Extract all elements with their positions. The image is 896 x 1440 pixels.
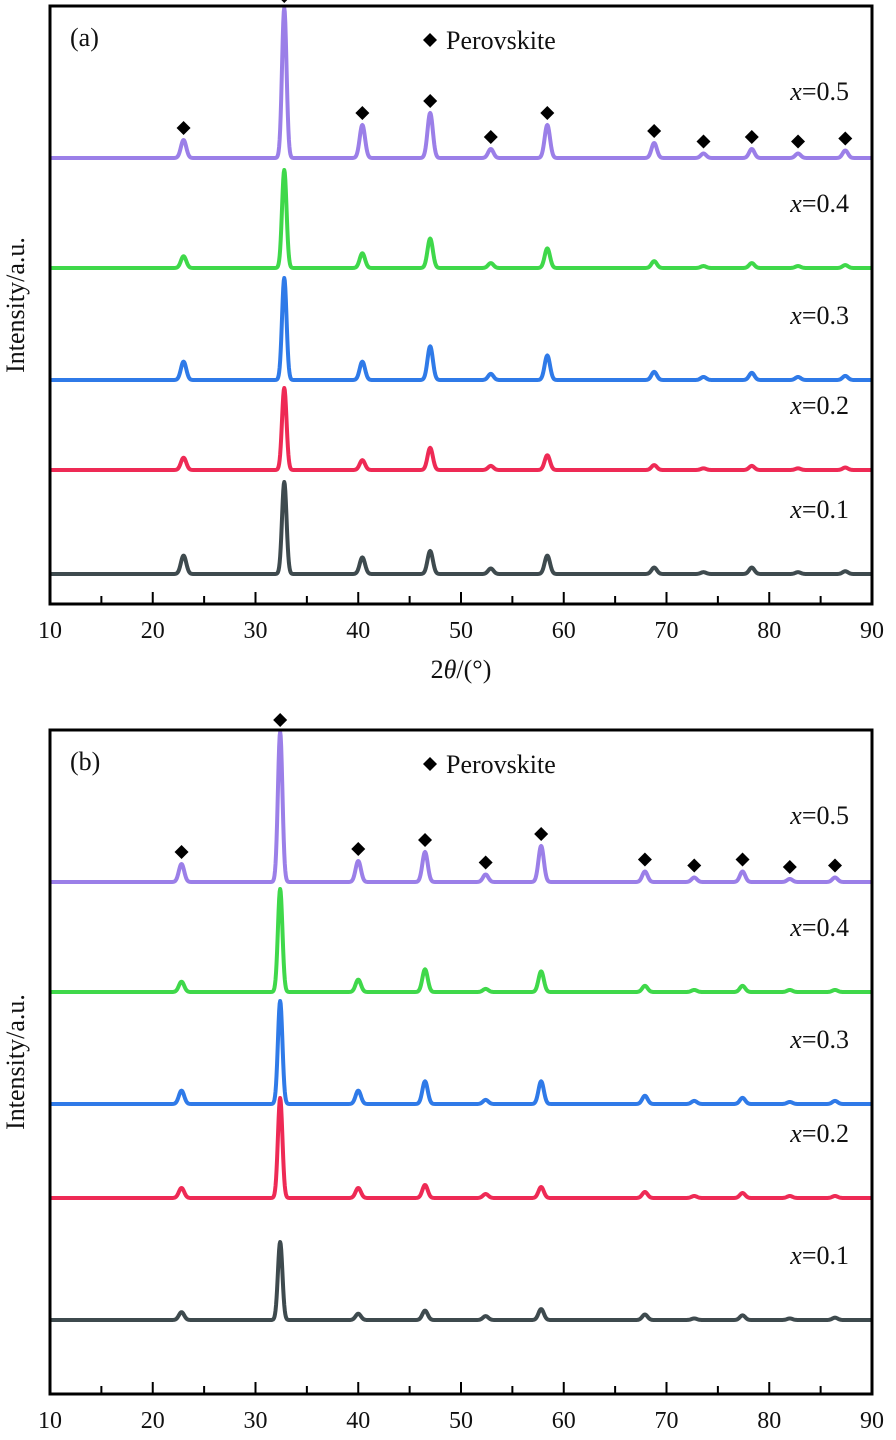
series-label: x=0.1 [789,1241,849,1270]
x-tick-label: 60 [552,1408,576,1434]
series-label-var: x [789,801,802,830]
perovskite-peak-marker [828,858,843,873]
perovskite-peak-marker [534,827,549,841]
series-label: x=0.4 [789,189,849,218]
perovskite-peak-marker [273,713,288,727]
x-axis-label-part: θ [444,655,457,684]
x-axis-label-part: 2 [431,655,444,684]
series-label-value: =0.2 [802,1119,849,1148]
series-line-x-0.4 [48,168,874,270]
series-line-x-0.5 [48,730,874,884]
perovskite-peak-marker [696,134,711,149]
series-line-x-0.3 [48,999,874,1106]
x-tick-label: 90 [860,618,884,644]
perovskite-peak-marker [637,852,652,867]
y-axis-label: Intensity/a.u. [1,237,30,373]
perovskite-peak-marker [735,852,750,867]
panel-label: (b) [70,747,100,776]
x-tick-label: 50 [449,618,473,644]
series-label-value: =0.3 [802,1025,849,1054]
series-label-value: =0.1 [802,495,849,524]
series-line-x-0.4 [48,887,874,994]
legend-diamond-icon [423,33,437,47]
perovskite-peak-marker [478,855,493,870]
series-label: x=0.5 [789,801,849,830]
series-label-var: x [789,77,802,106]
x-tick-label: 80 [757,618,781,644]
x-tick-label: 20 [141,618,165,644]
x-tick-label: 40 [346,618,370,644]
perovskite-peak-marker [744,130,759,144]
perovskite-peak-marker [483,130,498,144]
x-tick-label: 50 [449,1408,473,1434]
series-label-var: x [789,391,802,420]
series-label: x=0.3 [789,301,849,330]
x-tick-label: 70 [655,1408,679,1434]
series-label-var: x [789,189,802,218]
legend-label: Perovskite [446,26,556,55]
series-label-var: x [789,1241,802,1270]
x-tick-label: 40 [346,1408,370,1434]
series-label: x=0.2 [789,1119,849,1148]
perovskite-peak-marker [176,121,191,135]
x-tick-label: 20 [141,1408,165,1434]
plot-frame [48,4,874,606]
perovskite-peak-marker [791,134,806,149]
series-line-x-0.2 [48,386,874,472]
series-label-value: =0.5 [802,801,849,830]
x-tick-label: 60 [552,618,576,644]
series-line-x-0.5 [48,6,874,160]
perovskite-peak-marker [838,131,853,146]
series-label: x=0.2 [789,391,849,420]
x-tick-label: 10 [38,618,62,644]
legend-diamond-icon [423,757,437,771]
series-label-value: =0.5 [802,77,849,106]
series-label-var: x [789,913,802,942]
legend-label: Perovskite [446,750,556,779]
series-label: x=0.3 [789,1025,849,1054]
x-tick-label: 30 [244,1408,268,1434]
series-label-var: x [789,1025,802,1054]
series-label-var: x [789,301,802,330]
plot-frame [48,728,874,1396]
series-label: x=0.5 [789,77,849,106]
chart-panel-a: x=0.5x=0.4x=0.3x=0.2x=0.110 20 30 40 50 60 70 8… [1,0,884,684]
series-line-x-0.3 [48,276,874,382]
panel-label: (a) [70,23,99,52]
series-label-value: =0.4 [802,189,849,218]
series-label: x=0.4 [789,913,849,942]
series-label-var: x [789,495,802,524]
perovskite-peak-marker [281,0,288,3]
series-line-x-0.1 [48,480,874,576]
perovskite-peak-marker [687,858,702,873]
x-tick-label: 90 [860,1408,884,1434]
series-label-value: =0.1 [802,1241,849,1270]
perovskite-peak-marker [351,842,366,856]
x-tick-label: 70 [655,618,679,644]
series-label-value: =0.4 [802,913,849,942]
series-label-var: x [789,1119,802,1148]
y-axis-label: Intensity/a.u. [1,994,30,1130]
perovskite-peak-marker [355,106,370,120]
perovskite-peak-marker [423,94,438,108]
perovskite-peak-marker [782,860,797,874]
perovskite-peak-marker [174,845,189,859]
x-axis-label: 2θ/(°) [431,655,492,684]
x-axis-label-part: /(°) [456,655,491,684]
x-tick-label: 30 [244,618,268,644]
series-label: x=0.1 [789,495,849,524]
perovskite-peak-marker [647,124,662,138]
x-tick-label: 80 [757,1408,781,1434]
series-line-x-0.1 [48,1240,874,1322]
series-label-value: =0.3 [802,301,849,330]
series-label-value: =0.2 [802,391,849,420]
series-line-x-0.2 [48,1096,874,1200]
x-tick-label: 10 [38,1408,62,1434]
perovskite-peak-marker [418,833,433,847]
perovskite-peak-marker [540,106,555,120]
chart-panel-b: x=0.5x=0.4x=0.3x=0.2x=0.110 20 30 40 50 60 70 8… [1,713,884,1434]
